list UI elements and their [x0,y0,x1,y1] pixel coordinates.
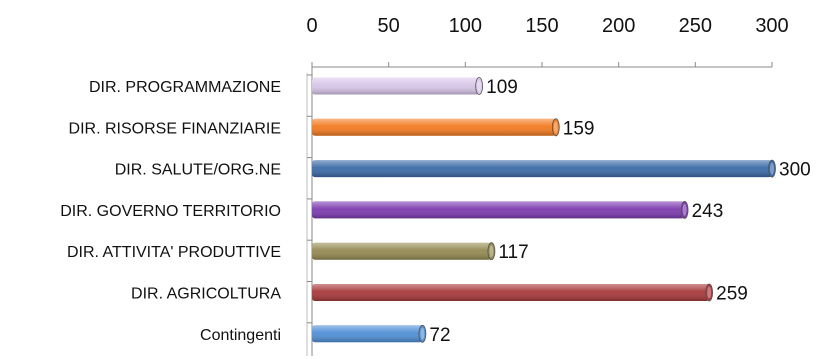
bar-dir-salute-org-ne [312,159,776,178]
bar-end-cap-highlight [420,327,425,340]
bar-shading [312,201,685,219]
bar-end-cap [705,283,714,302]
bar-shading [312,242,492,260]
bar-dir-agricoltura [312,283,714,302]
x-tick-label: 100 [449,15,482,37]
data-label: 117 [498,242,528,263]
data-label: 159 [563,118,595,139]
x-tick-label: 250 [679,15,712,37]
category-labels: DIR. PROGRAMMAZIONE DIR. RISORSE FINANZIA… [60,79,281,344]
x-tick-label: 150 [525,15,558,37]
bar-contingenti [312,324,427,343]
category-label: DIR. GOVERNO TERRITORIO [60,203,281,220]
category-label: DIR. ATTIVITA' PRODUTTIVE [67,244,281,261]
bar-shading [312,284,710,301]
category-label: DIR. RISORSE FINANZIARIE [69,120,281,137]
bar-end-cap-highlight [707,286,712,299]
value-labels: 109 159 300 243 117 259 72 [429,77,810,346]
data-label: 259 [716,284,748,305]
bar-end-cap [487,242,496,261]
bar-dir-programmazione [312,77,484,95]
bar-end-cap [768,159,776,178]
bar-shading [312,325,423,343]
category-label: Contingenti [200,327,281,344]
bar-end-cap-highlight [770,162,774,175]
bar-end-cap-highlight [553,121,558,134]
bar-shading [312,118,556,136]
data-label: 243 [692,201,724,222]
bar-end-cap-highlight [489,245,494,258]
bars [312,77,776,343]
x-tick-label: 200 [602,15,635,37]
category-label: DIR. SALUTE/ORG.NE [115,162,281,179]
bar-shading [312,77,480,95]
data-label: 300 [779,160,811,181]
bar-shading [312,160,772,178]
bar-end-cap [680,200,689,219]
bar-end-cap [551,118,560,137]
category-label: DIR. AGRICOLTURA [131,286,281,303]
bar-end-cap-highlight [477,80,482,92]
x-tick-label: 300 [755,15,788,37]
bar-dir-risorse-finanziarie [312,118,560,137]
bar-end-cap [418,324,427,343]
bar-dir-governo-territorio [312,200,689,219]
data-label: 72 [429,325,450,346]
bar-dir-attivita-produttive [312,242,496,261]
x-tick-label: 0 [306,15,317,37]
bar-end-cap [475,77,484,95]
data-label: 109 [486,77,518,98]
category-label: DIR. PROGRAMMAZIONE [89,79,281,96]
bar-end-cap-highlight [682,203,687,216]
x-axis: 0 50 100 150 200 250 300 [306,15,789,67]
x-tick-label: 50 [378,15,400,37]
